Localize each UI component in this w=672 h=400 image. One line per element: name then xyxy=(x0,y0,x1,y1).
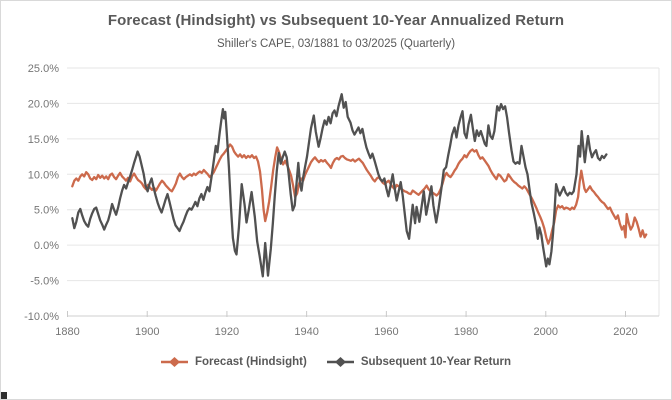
forecast-legend-marker xyxy=(161,357,188,367)
legend-item-subsequent: Subsequent 10-Year Return xyxy=(326,356,511,368)
legend-item-forecast: Forecast (Hindsight) xyxy=(161,356,307,368)
line-chart-plot-area: 25.0% 20.0% 15.0% 10.0% 5.0% 0.0% -5.0% -10.0% 1… xyxy=(24,63,660,338)
x-tick-label: 1980 xyxy=(454,326,478,338)
y-tick-label: 15.0% xyxy=(28,134,59,146)
subsequent-legend-marker xyxy=(326,357,354,367)
gridlines xyxy=(67,67,660,317)
y-tick-label: -5.0% xyxy=(30,276,59,288)
y-tick-label: 5.0% xyxy=(34,205,59,217)
subsequent-legend-label: Subsequent 10-Year Return xyxy=(360,356,511,368)
x-tick-label: 1960 xyxy=(374,326,398,338)
forecast-legend-label: Forecast (Hindsight) xyxy=(195,356,307,368)
chart-title: Forecast (Hindsight) vs Subsequent 10-Ye… xyxy=(107,12,565,29)
y-tick-label: 0.0% xyxy=(34,240,59,252)
x-tick-label: 1940 xyxy=(294,326,318,338)
y-tick-label: 25.0% xyxy=(28,63,59,75)
y-tick-label: -10.0% xyxy=(24,311,59,323)
chart-subtitle: Shiller's CAPE, 03/1881 to 03/2025 (Quar… xyxy=(216,38,456,50)
subsequent-return-line-series xyxy=(71,93,608,278)
x-tick-label: 1900 xyxy=(135,326,159,338)
axis-labels: 25.0% 20.0% 15.0% 10.0% 5.0% 0.0% -5.0% -10.0% 1… xyxy=(24,63,638,338)
y-tick-label: 20.0% xyxy=(28,98,59,110)
corner-artifact xyxy=(1,392,7,399)
x-tick-label: 1920 xyxy=(215,326,239,338)
x-tick-label: 2020 xyxy=(613,326,637,338)
legend: Forecast (Hindsight) Subsequent 10-Year … xyxy=(1,356,671,368)
x-tick-label: 2000 xyxy=(534,326,558,338)
y-tick-label: 10.0% xyxy=(28,169,59,181)
x-tick-label: 1880 xyxy=(55,326,79,338)
